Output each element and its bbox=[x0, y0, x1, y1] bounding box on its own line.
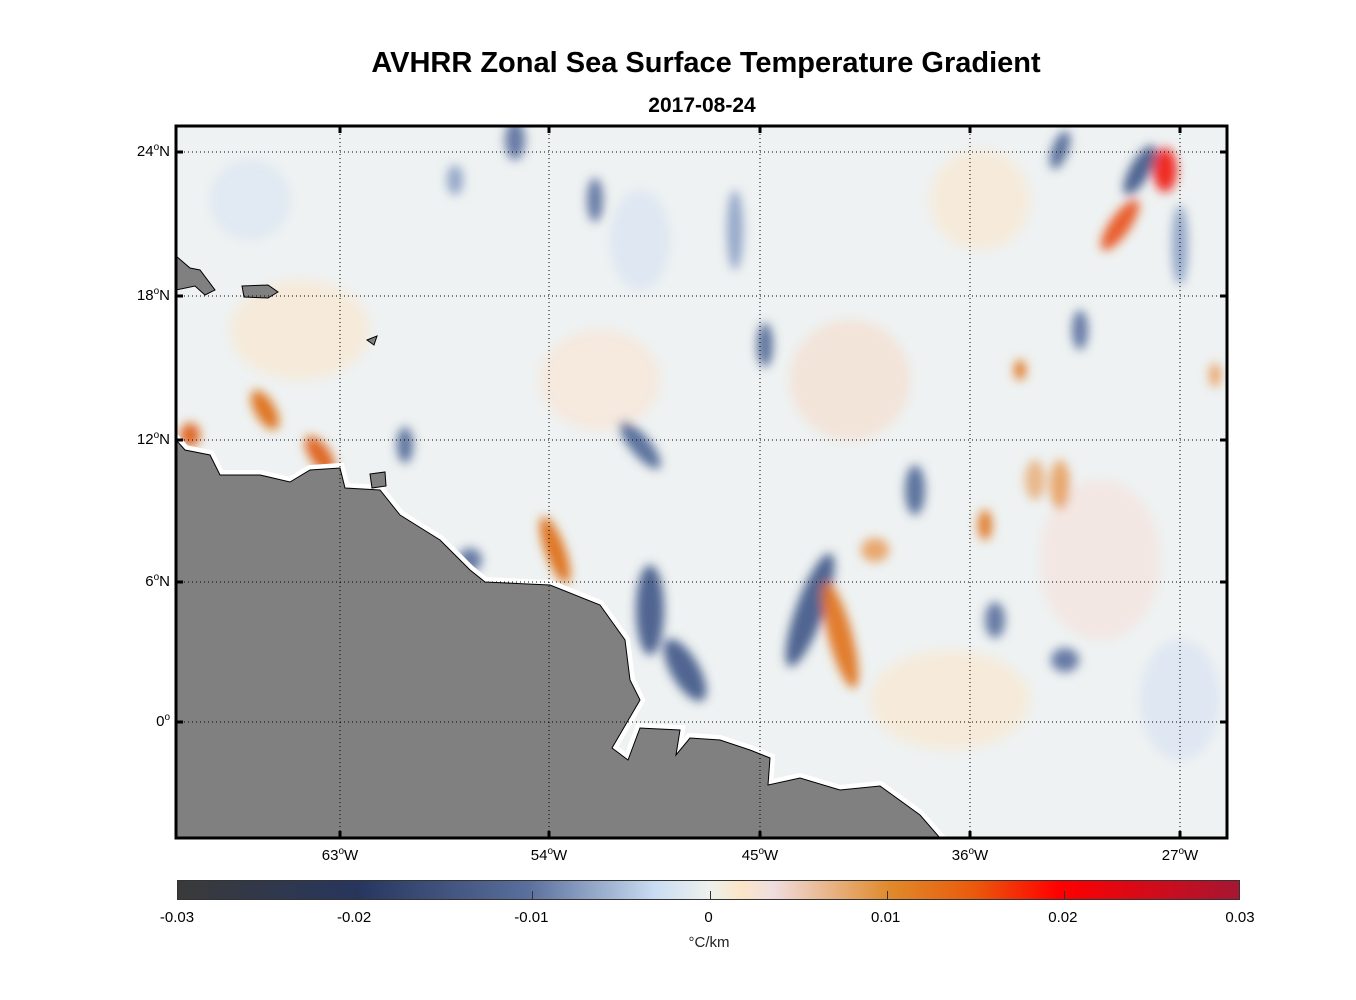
island-guadeloupe bbox=[365, 335, 378, 346]
colorbar-tick-label: 0 bbox=[704, 909, 713, 926]
gradient-feature bbox=[1072, 310, 1088, 350]
gradient-feature bbox=[180, 423, 200, 447]
lon-label: 27oW bbox=[1161, 846, 1199, 864]
gradient-feature bbox=[251, 390, 279, 430]
map-frame bbox=[174, 124, 1229, 840]
gradient-feature bbox=[978, 510, 992, 540]
gradient-feature bbox=[619, 421, 661, 469]
landmass-south-america bbox=[176, 255, 941, 838]
gradient-feature bbox=[540, 330, 660, 430]
colorbar-tick bbox=[709, 891, 711, 900]
gradient-feature bbox=[1172, 205, 1188, 285]
colorbar-tick-label: 0.02 bbox=[1048, 909, 1078, 926]
gradient-feature bbox=[1051, 648, 1079, 672]
gradient-feature bbox=[587, 178, 603, 222]
lon-label: 36oW bbox=[951, 846, 989, 864]
island-puerto-rico bbox=[241, 284, 279, 299]
figure-date: 2017-08-24 bbox=[648, 94, 756, 117]
graticule bbox=[176, 126, 1227, 838]
gradient-feature bbox=[821, 581, 859, 689]
gradient-feature bbox=[610, 190, 670, 290]
gradient-feature bbox=[905, 465, 925, 515]
gradient-feature bbox=[230, 280, 370, 380]
lat-label: 6oN bbox=[145, 572, 170, 590]
gradient-feature bbox=[397, 427, 413, 463]
gradient-feature bbox=[210, 160, 290, 240]
colorbar-tick-label: 0.03 bbox=[1225, 909, 1255, 926]
island-hispaniola bbox=[176, 255, 216, 296]
colorbar-tick-label: 0.01 bbox=[871, 909, 901, 926]
gradient-feature bbox=[1153, 148, 1177, 192]
gradient-feature bbox=[505, 126, 525, 160]
colorbar-tick-label: -0.03 bbox=[159, 909, 195, 926]
colorbar-tick-label: -0.01 bbox=[514, 909, 549, 926]
gradient-feature bbox=[785, 553, 835, 667]
gradient-feature bbox=[930, 150, 1030, 250]
lat-label: 24oN bbox=[136, 142, 170, 160]
gradient-feature bbox=[1100, 199, 1140, 251]
gradient-feature bbox=[790, 320, 910, 440]
colorbar-units: °C/km bbox=[688, 934, 730, 951]
colorbar-tick-label: -0.02 bbox=[337, 909, 372, 926]
lat-label: 18oN bbox=[136, 286, 170, 304]
lon-label: 63oW bbox=[321, 846, 359, 864]
colorbar-tick bbox=[886, 891, 888, 900]
island-trinidad bbox=[369, 471, 387, 489]
gradient-feature bbox=[985, 602, 1005, 638]
gradient-feature bbox=[757, 323, 773, 367]
gradient-feature bbox=[1140, 640, 1220, 760]
gradient-feature bbox=[447, 165, 463, 195]
gradient-feature bbox=[1025, 460, 1045, 500]
gradient-feature bbox=[663, 638, 707, 702]
gradient-feature bbox=[727, 190, 743, 270]
gradient-feature bbox=[539, 516, 571, 584]
gradient-feature bbox=[1209, 363, 1221, 387]
colorbar bbox=[177, 880, 1240, 900]
lon-label: 54oW bbox=[530, 846, 568, 864]
gradient-feature bbox=[1049, 131, 1071, 169]
figure-title: AVHRR Zonal Sea Surface Temperature Grad… bbox=[371, 47, 1041, 79]
colorbar-tick bbox=[532, 891, 534, 900]
lat-label: 0o bbox=[156, 712, 170, 730]
lat-label: 12oN bbox=[136, 430, 170, 448]
gradient-feature bbox=[1123, 145, 1157, 195]
gradient-feature bbox=[870, 650, 1030, 750]
lon-label: 45oW bbox=[741, 846, 779, 864]
colorbar-tick bbox=[355, 891, 357, 900]
gradient-feature bbox=[636, 565, 664, 655]
gradient-feature bbox=[1014, 360, 1026, 380]
gradient-feature bbox=[1050, 460, 1070, 510]
colorbar-tick bbox=[1063, 891, 1065, 900]
gradient-feature bbox=[861, 538, 889, 562]
gradient-feature bbox=[1040, 480, 1160, 640]
